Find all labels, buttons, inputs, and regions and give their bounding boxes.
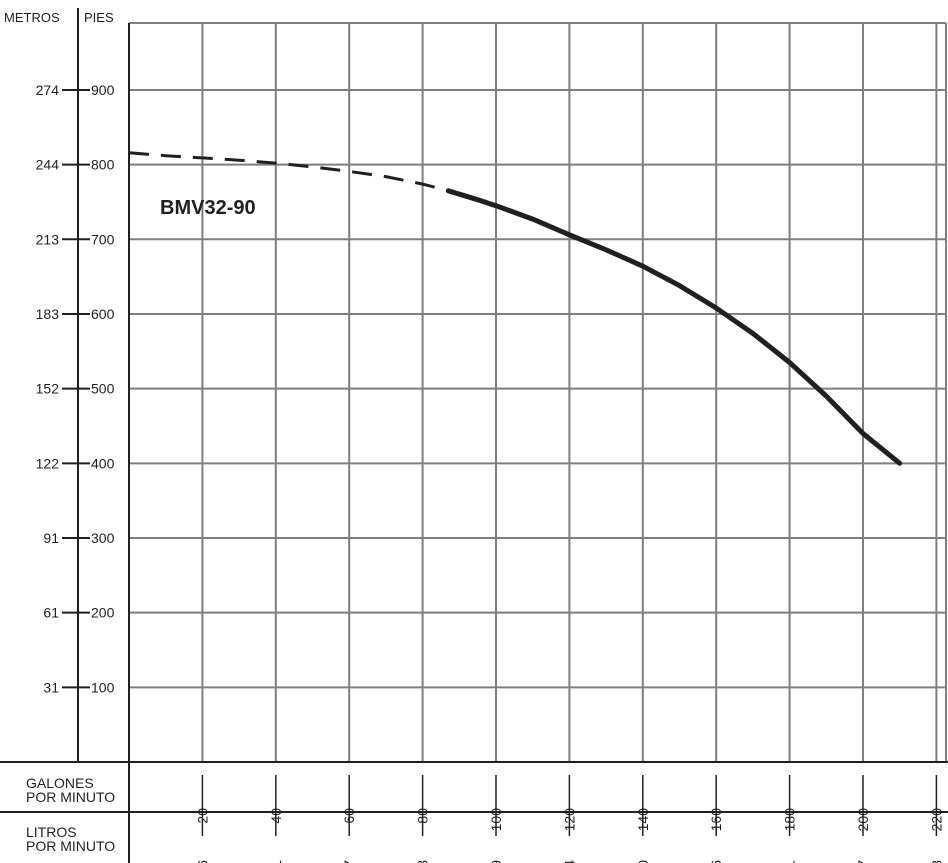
y-tick-label-meters: 91	[43, 530, 59, 546]
curve-solid-segment	[445, 188, 903, 466]
curve-dashed-segment	[128, 151, 449, 193]
y-tick-label-meters: 274	[36, 82, 60, 98]
y-tick-label-feet: 800	[91, 157, 115, 173]
y-tick-label-meters: 244	[36, 157, 60, 173]
x-tick-label-lpm: 379	[488, 860, 504, 863]
x-tick-label-lpm: 757	[855, 860, 871, 863]
x-tick-label-lpm: 833	[928, 860, 944, 863]
y-tick-label-feet: 100	[91, 679, 115, 695]
y-header-meters: METROS	[4, 10, 60, 25]
y-tick-label-meters: 183	[36, 306, 60, 322]
y-tick-label-meters: 213	[36, 231, 60, 247]
y-tick-label-feet: 300	[91, 530, 115, 546]
axis-lines	[0, 8, 948, 863]
y-tick-label-meters: 122	[36, 455, 60, 471]
x-tick-label-lpm: 606	[708, 860, 724, 863]
y-tick-label-feet: 500	[91, 381, 115, 397]
y-tick-label-meters: 61	[43, 605, 59, 621]
y-tick-label-feet: 700	[91, 231, 115, 247]
x-lpm-label-line1: LITROS	[26, 824, 77, 840]
x-tick-label-lpm: 303	[415, 860, 431, 863]
y-header-feet: PIES	[84, 10, 114, 25]
x-tick-label-lpm: 681	[782, 860, 798, 863]
y-tick-label-feet: 900	[91, 82, 115, 98]
x-tick-label-lpm: 76	[194, 860, 210, 863]
grid-horizontal	[129, 22, 947, 762]
y-axis-ticks: 31 100 61 200 91 300 122 400 152 500 183 600 213 700 2…	[36, 82, 115, 695]
series-label: BMV32-90	[160, 197, 256, 219]
x-axis-ticks: 2076401516022780303100379120454140530160…	[194, 775, 944, 863]
x-gpm-label-line2: POR MINUTO	[26, 789, 115, 805]
x-tick-label-lpm: 454	[561, 860, 577, 863]
x-lpm-label-line2: POR MINUTO	[26, 838, 115, 854]
x-tick-label-lpm: 151	[268, 860, 284, 863]
y-tick-label-meters: 31	[43, 679, 59, 695]
grid-vertical	[201, 23, 938, 762]
y-tick-label-meters: 152	[36, 381, 60, 397]
x-tick-label-lpm: 227	[341, 860, 357, 863]
y-tick-label-feet: 400	[91, 455, 115, 471]
x-gpm-label-line1: GALONES	[26, 775, 94, 791]
y-tick-label-feet: 600	[91, 306, 115, 322]
x-tick-label-lpm: 530	[635, 860, 651, 863]
y-tick-label-feet: 200	[91, 605, 115, 621]
